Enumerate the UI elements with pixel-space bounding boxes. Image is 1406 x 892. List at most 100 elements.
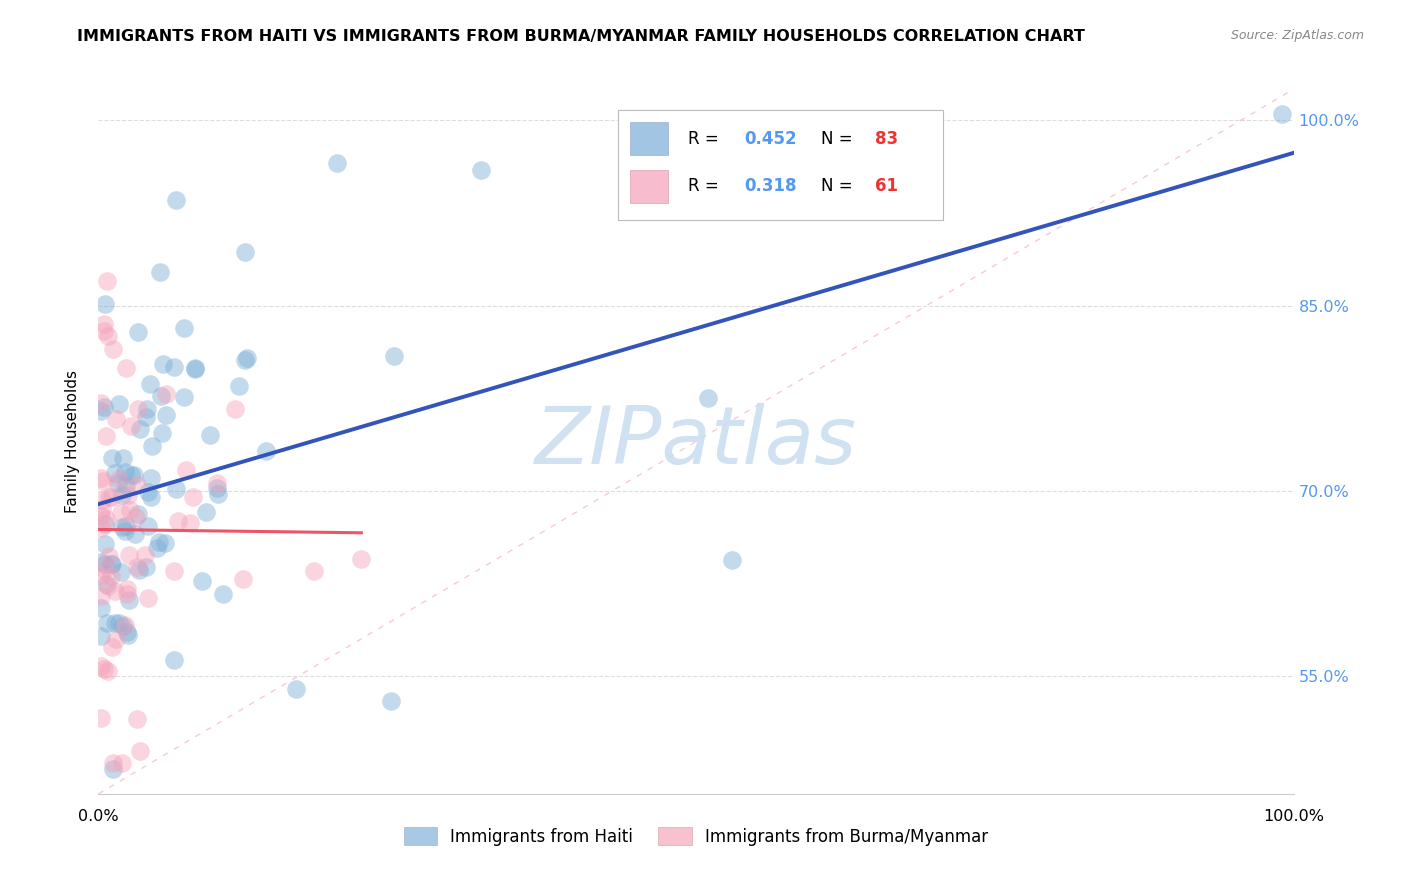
Point: [96, 577, 118, 591]
Point: [236, 351, 259, 365]
Point: [138, 484, 160, 499]
Point: [284, 681, 307, 696]
Point: [382, 349, 405, 363]
Point: [124, 527, 146, 541]
Point: [149, 264, 172, 278]
Point: [118, 593, 141, 607]
Point: [173, 321, 195, 335]
Legend: Immigrants from Haiti, Immigrants from Burma/Myanmar: Immigrants from Haiti, Immigrants from B…: [396, 821, 995, 853]
Bar: [619, 111, 943, 219]
Point: [233, 353, 256, 368]
Text: 0.318: 0.318: [744, 178, 796, 195]
Point: [101, 762, 124, 776]
Point: [148, 535, 170, 549]
Point: [162, 360, 184, 375]
Point: [104, 412, 127, 426]
Text: 61: 61: [876, 178, 898, 195]
Point: [125, 712, 148, 726]
Point: [117, 628, 139, 642]
Point: [127, 325, 149, 339]
Point: [101, 451, 124, 466]
Point: [115, 625, 138, 640]
Point: [96, 274, 118, 288]
Point: [107, 475, 129, 490]
Point: [90, 659, 112, 673]
Point: [115, 478, 138, 492]
Point: [114, 466, 136, 480]
Point: [115, 361, 138, 376]
Point: [93, 517, 115, 532]
Point: [181, 490, 204, 504]
Point: [111, 451, 134, 466]
Point: [184, 361, 207, 376]
Point: [153, 536, 176, 550]
Point: [100, 558, 122, 572]
Point: [100, 490, 122, 504]
Point: [380, 694, 402, 708]
Point: [233, 244, 256, 259]
Point: [93, 662, 115, 676]
Point: [174, 463, 197, 477]
Point: [149, 389, 172, 403]
Point: [127, 508, 149, 522]
Point: [120, 468, 142, 483]
Point: [195, 505, 218, 519]
Point: [166, 514, 188, 528]
Point: [184, 361, 207, 376]
Text: Source: ZipAtlas.com: Source: ZipAtlas.com: [1230, 29, 1364, 43]
Point: [129, 743, 152, 757]
Point: [90, 521, 112, 535]
Point: [125, 478, 148, 492]
Point: [190, 574, 212, 588]
Point: [115, 518, 138, 533]
Point: [152, 425, 174, 440]
Point: [90, 404, 112, 418]
Point: [136, 518, 159, 533]
Point: [90, 471, 112, 485]
Point: [108, 397, 131, 411]
Point: [135, 560, 157, 574]
Point: [101, 640, 124, 654]
Point: [90, 589, 112, 603]
Point: [111, 756, 134, 771]
Point: [93, 324, 115, 338]
Point: [90, 711, 112, 725]
Point: [122, 468, 145, 483]
Text: R =: R =: [688, 129, 724, 147]
Point: [101, 558, 124, 572]
Point: [94, 512, 117, 526]
Point: [155, 408, 177, 422]
Point: [470, 162, 492, 177]
Bar: [630, 121, 668, 155]
Point: [254, 444, 277, 458]
Point: [141, 471, 163, 485]
Y-axis label: Family Households: Family Households: [65, 370, 80, 513]
Point: [139, 490, 162, 504]
Text: R =: R =: [688, 178, 724, 195]
Point: [101, 342, 124, 356]
Point: [114, 618, 136, 632]
Point: [91, 492, 114, 507]
Text: 83: 83: [876, 129, 898, 147]
Point: [163, 652, 186, 666]
Point: [111, 520, 134, 534]
Point: [207, 487, 229, 501]
Point: [114, 524, 136, 538]
Point: [152, 357, 174, 371]
Point: [91, 502, 114, 516]
Point: [104, 583, 127, 598]
Point: [134, 549, 156, 563]
Point: [93, 562, 115, 576]
Point: [136, 591, 159, 605]
Point: [207, 481, 229, 495]
Point: [165, 194, 187, 208]
Point: [90, 555, 112, 569]
Point: [141, 439, 163, 453]
Point: [91, 475, 114, 489]
Point: [165, 482, 187, 496]
Point: [302, 565, 325, 579]
Text: 100.0%: 100.0%: [1263, 809, 1324, 823]
Point: [90, 569, 112, 583]
Bar: [630, 169, 668, 203]
Point: [105, 632, 128, 646]
